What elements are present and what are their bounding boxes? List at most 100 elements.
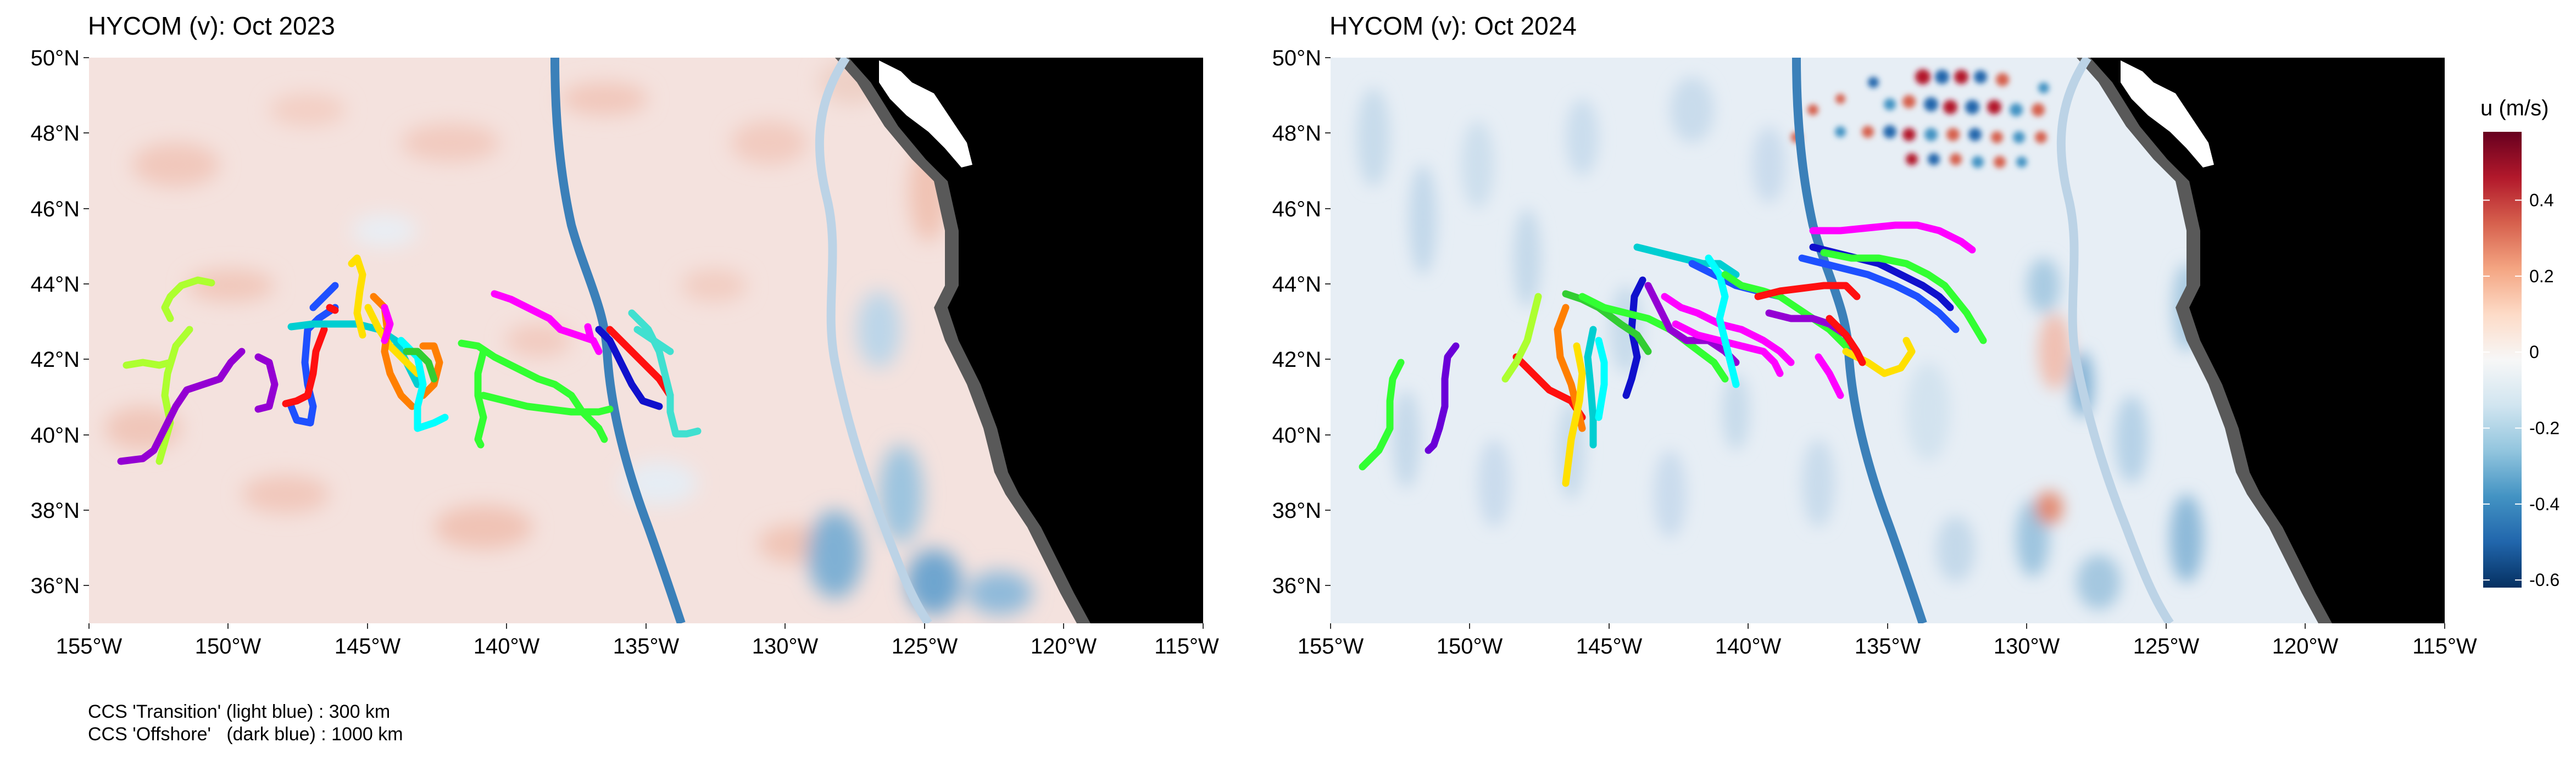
y-tick-label: 36°N <box>31 574 80 598</box>
x-tick-label: 125°W <box>892 634 958 658</box>
drifter-track <box>1359 359 1405 471</box>
ccs-transition-line <box>2056 58 2174 623</box>
colorbar-title: u (m/s) <box>2480 96 2549 120</box>
drifter-track <box>474 348 487 449</box>
drifter-track <box>1826 315 1866 366</box>
drifter-track <box>419 342 443 399</box>
drifter-track <box>633 326 674 355</box>
y-axis: 50°N 48°N 46°N 44°N 42°N 40°N 38°N 36°N <box>1272 46 1331 598</box>
drifter-track <box>1501 293 1542 383</box>
colorbar-tick-label: 0.2 <box>2529 266 2553 286</box>
drifter-track <box>254 353 279 413</box>
drifter-track <box>480 392 614 416</box>
x-tick-label: 155°W <box>56 634 123 658</box>
x-tick-label: 145°W <box>1576 634 1643 658</box>
drifter-track <box>309 282 339 311</box>
x-tick-label: 150°W <box>195 634 262 658</box>
x-tick-label: 150°W <box>1437 634 1503 658</box>
y-tick-label: 48°N <box>31 121 80 146</box>
y-tick-label: 38°N <box>31 499 80 523</box>
drifter-track <box>1672 320 1784 377</box>
x-tick-label: 130°W <box>1994 634 2060 658</box>
eddy-field <box>1791 69 2049 168</box>
drifter-track <box>381 304 394 344</box>
y-tick-label: 42°N <box>31 348 80 372</box>
drifter-track <box>1820 249 1987 344</box>
panel-title-2023: HYCOM (v): Oct 2023 <box>88 12 335 40</box>
land-north-america <box>849 58 1203 623</box>
coast-islands <box>2121 60 2214 167</box>
drifter-track <box>595 326 663 410</box>
y-tick-label: 36°N <box>1272 574 1321 598</box>
drifter-track <box>348 254 366 339</box>
drifter-track <box>1705 254 1740 388</box>
map-panel-2024: 50°N 48°N 46°N 44°N 42°N 40°N 38°N 36°N … <box>1272 46 2477 658</box>
colorbar-legend: u (m/s) 0.4 0.2 0 -0.2 -0.4 -0.6 <box>2480 96 2560 590</box>
drifter-track <box>606 326 674 399</box>
x-tick-label: 135°W <box>1855 634 1921 658</box>
x-tick-label: 115°W <box>1154 634 1219 658</box>
drifter-track <box>1584 326 1597 449</box>
drifter-tracks <box>1359 221 1987 487</box>
x-tick-label: 125°W <box>2133 634 2200 658</box>
drifter-track <box>282 326 328 407</box>
x-tick-label: 115°W <box>2412 634 2477 658</box>
x-tick-label: 140°W <box>1715 634 1782 658</box>
colorbar-ticks: 0.4 0.2 0 -0.2 -0.4 -0.6 <box>2483 191 2560 590</box>
ccs-transition-line <box>815 58 932 623</box>
drifter-track <box>1809 221 1976 254</box>
x-tick-label: 130°W <box>752 634 819 658</box>
drifter-tracks <box>117 254 702 465</box>
drifter-track <box>123 359 174 369</box>
drifter-track <box>326 304 339 314</box>
colorbar-gradient <box>2483 132 2522 588</box>
colorbar-tick-label: -0.6 <box>2529 570 2560 590</box>
y-tick-label: 48°N <box>1272 121 1321 146</box>
drifter-track <box>584 323 594 342</box>
x-tick-label: 120°W <box>1031 634 1097 658</box>
drifter-track <box>1425 342 1460 454</box>
drifter-track <box>403 348 438 383</box>
y-tick-label: 44°N <box>1272 272 1321 297</box>
y-tick-label: 44°N <box>31 272 80 297</box>
drifter-track <box>1622 276 1646 399</box>
panel-title-2024: HYCOM (v): Oct 2024 <box>1329 12 1577 40</box>
y-tick-label: 40°N <box>31 423 80 448</box>
map-panel-2023: 50°N 48°N 46°N 44°N 42°N 40°N 38°N 36°N … <box>31 46 1219 658</box>
land-north-america <box>2090 58 2445 623</box>
y-tick-label: 46°N <box>1272 197 1321 221</box>
drifter-track <box>1578 293 1729 383</box>
drifter-track <box>1595 337 1608 421</box>
drifter-track <box>1754 282 1861 300</box>
y-tick-label: 50°N <box>31 46 80 70</box>
coast-islands <box>879 60 972 167</box>
drifter-track <box>1721 271 1850 350</box>
y-tick-label: 50°N <box>1272 46 1321 70</box>
drifter-track <box>1562 342 1586 487</box>
drifter-track <box>117 348 246 465</box>
y-tick-label: 46°N <box>31 197 80 221</box>
y-tick-label: 38°N <box>1272 499 1321 523</box>
colorbar-tick-label: -0.4 <box>2529 494 2560 514</box>
drifter-track <box>1661 293 1795 366</box>
x-axis: 155°W 150°W 145°W 140°W 135°W 130°W 125°… <box>1298 623 2477 658</box>
x-tick-label: 145°W <box>335 634 401 658</box>
drifter-track <box>155 326 193 465</box>
x-tick-label: 140°W <box>474 634 540 658</box>
caption-offshore: CCS 'Offshore' (dark blue) : 1000 km <box>88 724 403 745</box>
drifter-track <box>397 337 449 432</box>
x-axis: 155°W 150°W 145°W 140°W 135°W 130°W 125°… <box>56 623 1219 658</box>
drifter-track <box>161 276 215 322</box>
colorbar-tick-label: 0 <box>2529 342 2539 362</box>
y-axis: 50°N 48°N 46°N 44°N 42°N 40°N 38°N 36°N <box>31 46 89 598</box>
x-tick-label: 135°W <box>613 634 680 658</box>
y-tick-label: 42°N <box>1272 348 1321 372</box>
x-tick-label: 155°W <box>1298 634 1364 658</box>
drifter-track <box>364 304 421 377</box>
ccs-offshore-line <box>550 58 686 623</box>
caption-transition: CCS 'Transition' (light blue) : 300 km <box>88 701 391 722</box>
x-tick-label: 120°W <box>2272 634 2339 658</box>
colorbar-tick-label: 0.4 <box>2529 191 2553 210</box>
y-tick-label: 40°N <box>1272 423 1321 448</box>
drifter-track <box>1798 254 1960 333</box>
